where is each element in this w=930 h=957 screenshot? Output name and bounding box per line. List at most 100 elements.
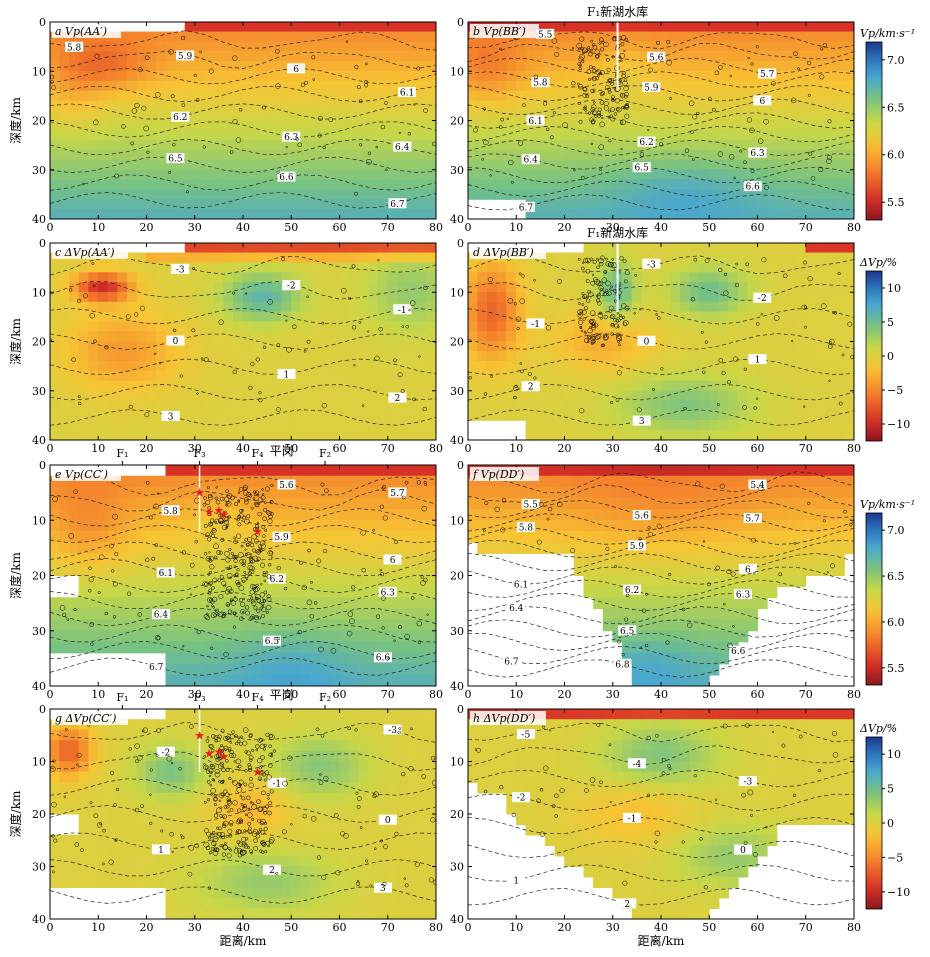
event-dot — [359, 143, 363, 147]
heatmap-cell — [281, 641, 292, 654]
event-dot — [585, 49, 589, 53]
heatmap-cell — [824, 199, 836, 210]
event-dot — [828, 379, 831, 382]
contour-label-bg — [287, 63, 306, 74]
heatmap-cell — [728, 272, 739, 283]
heatmap-cell — [747, 282, 758, 293]
heatmap-cell — [377, 262, 389, 274]
heatmap-cell — [670, 420, 681, 431]
heatmap-cell — [377, 674, 389, 686]
heatmap-cell — [310, 331, 321, 342]
heatmap-cell — [194, 420, 205, 431]
event-dot — [134, 102, 140, 109]
heatmap-cell — [165, 575, 176, 588]
event-dot — [616, 312, 619, 315]
heatmap-cell — [786, 139, 797, 151]
heatmap-cell — [175, 90, 186, 102]
heatmap-cell — [612, 341, 623, 352]
heatmap-cell — [97, 508, 109, 521]
heatmap-cell — [795, 272, 807, 283]
heatmap-cell — [50, 564, 61, 576]
heatmap-cell — [406, 531, 418, 543]
event-dot — [718, 267, 723, 273]
heatmap-cell — [426, 586, 436, 599]
heatmap-cell — [69, 70, 80, 82]
heatmap-cell — [88, 110, 99, 121]
heatmap-cell — [300, 400, 312, 411]
heatmap-cell — [387, 262, 398, 274]
heatmap-cell — [242, 390, 254, 402]
event-dot — [246, 514, 251, 519]
heatmap-cell — [468, 351, 479, 362]
heatmap-cell — [50, 110, 61, 121]
heatmap-cell — [377, 100, 389, 112]
heatmap-cell — [718, 429, 730, 440]
heatmap-cell — [348, 497, 360, 510]
heatmap-cell — [426, 341, 436, 352]
heatmap-cell — [59, 321, 70, 333]
heatmap-cell — [117, 597, 128, 610]
event-dot — [510, 180, 514, 184]
heatmap-cell — [175, 553, 186, 565]
heatmap-cell — [252, 243, 263, 254]
heatmap-cell — [805, 139, 816, 151]
heatmap-cell — [426, 429, 436, 440]
event-dot — [205, 499, 211, 505]
event-dot — [218, 319, 224, 325]
event-dot — [393, 358, 397, 363]
heatmap-cell — [78, 553, 90, 565]
event-dot — [364, 83, 369, 88]
heatmap-cell — [107, 80, 119, 92]
heatmap-cell — [300, 149, 312, 161]
event-dot — [810, 176, 816, 181]
heatmap-cell — [262, 272, 273, 283]
heatmap-cell — [535, 189, 546, 200]
event-dot — [657, 316, 661, 320]
heatmap-cell — [290, 508, 302, 521]
event-dot — [345, 40, 349, 43]
event-dot — [223, 516, 230, 522]
heatmap-cell — [535, 301, 546, 313]
heatmap-cell — [397, 243, 408, 254]
heatmap-cell — [535, 179, 546, 190]
heatmap-cell — [786, 311, 797, 323]
heatmap-cell — [194, 70, 205, 82]
heatmap-cell — [59, 619, 70, 632]
heatmap-cell — [271, 311, 283, 323]
heatmap-cell — [165, 120, 176, 131]
heatmap-cell — [126, 331, 138, 342]
heatmap-cell — [78, 130, 90, 141]
heatmap-cell — [397, 370, 408, 382]
heatmap-cell — [194, 100, 205, 112]
heatmap-cell — [468, 169, 479, 181]
heatmap-cell — [426, 70, 436, 82]
heatmap-cell — [487, 179, 498, 190]
heatmap-cell — [699, 130, 710, 141]
event-dot — [803, 260, 808, 265]
heatmap-cell — [155, 149, 167, 161]
heatmap-cell — [824, 351, 836, 362]
heatmap-cell — [535, 410, 546, 421]
contour-label-bg — [161, 505, 180, 516]
heatmap-cell — [535, 61, 546, 72]
heatmap-cell — [155, 100, 167, 112]
heatmap-cell — [107, 542, 119, 554]
heatmap-cell — [368, 400, 379, 411]
heatmap-cell — [544, 130, 556, 141]
heatmap-cell — [358, 475, 369, 488]
heatmap-cell — [776, 100, 787, 112]
heatmap-cell — [699, 208, 710, 219]
heatmap-cell — [718, 22, 730, 33]
heatmap-cell — [641, 61, 652, 72]
heatmap-cell — [368, 130, 379, 141]
heatmap-cell — [136, 553, 147, 565]
heatmap-cell — [107, 586, 119, 599]
heatmap-cell — [319, 321, 331, 333]
heatmap-cell — [708, 370, 720, 382]
heatmap-cell — [97, 208, 109, 219]
heatmap-cell — [805, 341, 816, 352]
heatmap-cell — [834, 110, 845, 121]
heatmap-cell — [815, 61, 826, 72]
heatmap-cell — [805, 169, 816, 181]
event-dot — [582, 294, 588, 299]
